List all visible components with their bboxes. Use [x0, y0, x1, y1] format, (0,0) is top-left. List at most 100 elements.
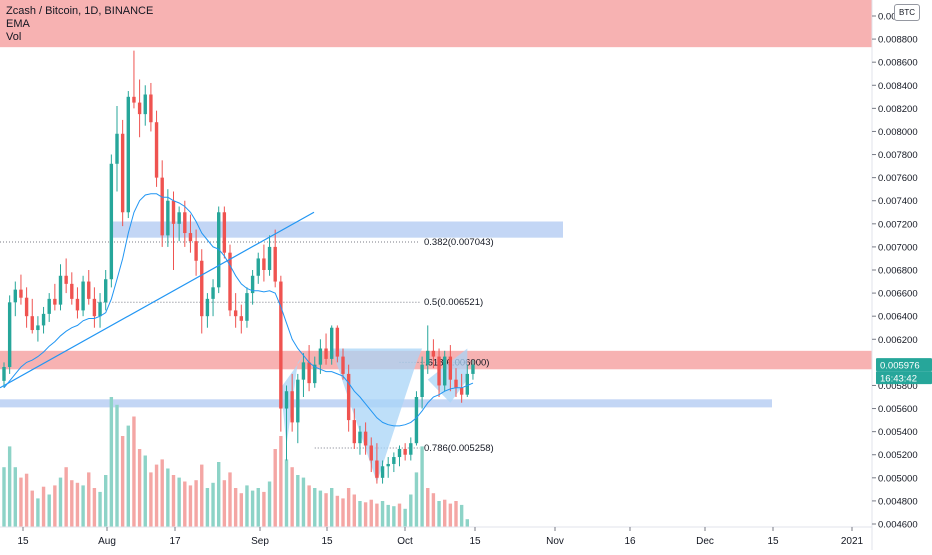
price-tick-label: 0.007800 — [878, 150, 918, 161]
volume-bar — [250, 490, 255, 527]
candle-body — [290, 391, 294, 423]
price-tick-label: 0.007200 — [878, 219, 918, 230]
ema-indicator-label[interactable]: EMA — [6, 18, 30, 30]
candle-body — [2, 366, 6, 381]
right-shoulder-shape — [427, 348, 468, 403]
candle-body — [19, 289, 23, 298]
candle-body — [7, 302, 12, 367]
candle-body — [459, 387, 464, 395]
candle-body — [64, 275, 68, 284]
candle-body — [352, 420, 356, 444]
candle-body — [222, 212, 227, 253]
candle-body — [143, 94, 147, 115]
price-tick-label: 0.008800 — [878, 35, 918, 46]
candle-body — [369, 445, 373, 461]
head-shape — [331, 348, 423, 483]
price-tick-label: 0.008000 — [878, 127, 918, 138]
candle-body — [313, 364, 317, 384]
candle-body — [233, 310, 238, 317]
candle-body — [267, 246, 272, 270]
volume-bar — [104, 475, 108, 527]
price-tick-label: 0.006600 — [878, 289, 918, 300]
candle-body — [262, 258, 266, 270]
currency-badge[interactable]: BTC — [894, 4, 920, 21]
candle-body — [104, 279, 108, 303]
volume-bar — [363, 502, 368, 527]
volume-bar — [273, 449, 277, 527]
candle-body — [454, 379, 458, 388]
candle-body — [109, 163, 114, 280]
price-tick-label: 0.006800 — [878, 266, 918, 277]
candle-body — [30, 316, 34, 331]
symbol-title[interactable]: Zcash / Bitcoin, 1D, BINANCE — [6, 5, 154, 17]
price-tick-label: 0.006200 — [878, 335, 918, 346]
price-tick-label: 0.005800 — [878, 381, 918, 392]
volume-bar — [414, 472, 419, 527]
volume-bar — [301, 477, 306, 527]
price-tick-label: 0.008200 — [878, 104, 918, 115]
countdown-badge — [876, 371, 932, 385]
volume-bar — [426, 488, 430, 527]
resistance-zone-top — [0, 0, 872, 48]
candle-body — [120, 133, 125, 213]
volume-bar — [375, 503, 379, 527]
volume-bar — [233, 488, 238, 527]
fib-label: 0.786(0.005258) — [424, 443, 494, 454]
volume-bar — [330, 488, 334, 527]
volume-bar — [137, 449, 142, 527]
candle-body — [403, 448, 407, 455]
volume-bar — [369, 499, 373, 527]
candle-body — [239, 316, 243, 321]
volume-bar — [194, 480, 198, 527]
volume-bar — [454, 501, 458, 527]
volume-bar — [256, 488, 260, 527]
volume-bar — [307, 485, 311, 527]
volume-bar — [19, 477, 23, 527]
price-tick-label: 0.007400 — [878, 196, 918, 207]
candle-body — [392, 457, 396, 464]
volume-bar — [120, 436, 125, 527]
volume-indicator-label[interactable]: Vol — [6, 31, 22, 43]
volume-bar — [222, 480, 227, 527]
candle-body — [13, 289, 17, 303]
candle-body — [284, 391, 289, 409]
candle-body — [98, 302, 102, 317]
volume-bar — [296, 475, 300, 527]
time-tick-label: Aug — [98, 536, 116, 547]
volume-bar — [171, 475, 176, 527]
time-tick-label: 15 — [321, 536, 333, 547]
volume-bar — [380, 501, 385, 527]
volume-bar — [239, 493, 243, 527]
candle-body — [380, 466, 385, 478]
left-shoulder-shape — [280, 348, 310, 446]
candle-body — [53, 298, 57, 305]
time-tick-label: 15 — [469, 536, 481, 547]
candle-body — [81, 281, 85, 311]
candle-body — [465, 373, 469, 395]
volume-bar — [188, 485, 193, 527]
price-tick-label: 0.005000 — [878, 473, 918, 484]
candle-body — [437, 356, 441, 386]
volume-bar — [318, 490, 323, 527]
candle-body — [324, 348, 328, 359]
time-tick-label: 15 — [767, 536, 779, 547]
ascending-trendline — [0, 211, 315, 389]
volume-bar — [154, 464, 159, 527]
candle-body — [160, 177, 164, 236]
candle-body — [448, 356, 453, 380]
candle-body — [386, 463, 390, 467]
time-tick-label: 17 — [169, 536, 181, 547]
volume-bar — [217, 462, 221, 527]
candle-body — [335, 327, 340, 357]
candle-body — [115, 133, 119, 164]
candle-body — [471, 364, 475, 374]
volume-bar — [92, 488, 97, 527]
volume-bar — [335, 495, 340, 527]
candle-body — [341, 356, 345, 374]
volume-bar — [183, 481, 187, 527]
volume-bar — [267, 481, 272, 527]
candle-body — [318, 348, 323, 365]
volume-bar — [24, 473, 29, 527]
candle-body — [307, 362, 311, 384]
